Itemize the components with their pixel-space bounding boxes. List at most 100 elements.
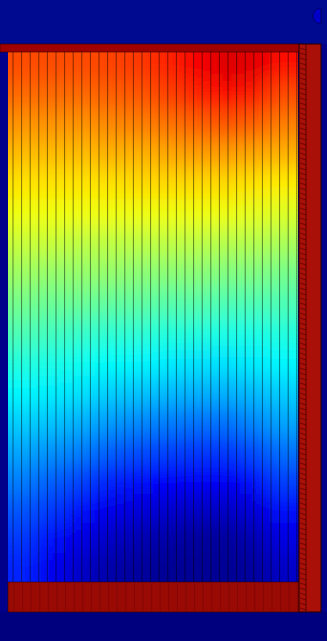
fibre-line: [193, 52, 194, 582]
hatch-line: [300, 443, 306, 445]
hatch-line: [300, 608, 306, 610]
hatch-line: [300, 373, 306, 375]
cell: [240, 111, 270, 141]
hatch-line: [300, 288, 306, 290]
plate-line: [82, 583, 83, 611]
cell: [37, 81, 67, 111]
cell: [66, 346, 96, 376]
hatch-line: [300, 263, 306, 265]
cell: [8, 170, 38, 200]
cell: [8, 464, 38, 494]
fibre-line: [73, 52, 74, 582]
hatch-line: [300, 598, 306, 600]
cell: [37, 52, 67, 82]
cell: [37, 140, 67, 170]
cell: [240, 346, 270, 376]
fibre-line: [56, 52, 57, 582]
cell: [269, 523, 298, 553]
page: {"chart_data": {"type": "heatmap", "colo…: [0, 0, 327, 641]
hatch-line: [300, 403, 306, 405]
cell: [182, 170, 212, 200]
hatch-line: [300, 503, 306, 505]
cell: [8, 494, 38, 524]
cell: [182, 52, 212, 82]
fibre-line: [150, 52, 151, 582]
hatch-line: [300, 138, 306, 140]
hatch-line: [300, 73, 306, 75]
wall-line: [306, 44, 307, 612]
cell: [8, 81, 38, 111]
cell: [240, 317, 270, 347]
hatch-line: [300, 208, 306, 210]
cell: [37, 199, 67, 229]
plate-line: [220, 583, 221, 611]
plate-line: [91, 583, 92, 611]
cell: [182, 229, 212, 259]
cell: [66, 435, 96, 465]
cell: [182, 523, 212, 553]
cell: [182, 140, 212, 170]
hatch-line: [300, 508, 306, 510]
hatch-line: [300, 228, 306, 230]
fibre-line: [271, 52, 272, 582]
hatch-line: [300, 273, 306, 275]
fibre-line: [90, 52, 91, 582]
cell: [124, 523, 154, 553]
fibre-line: [176, 52, 177, 582]
cell: [269, 52, 298, 82]
cell: [182, 199, 212, 229]
hatch-line: [300, 568, 306, 570]
hatch-line: [300, 318, 306, 320]
hatch-line: [300, 223, 306, 225]
cell: [124, 52, 154, 82]
cell: [240, 52, 270, 82]
cell: [8, 317, 38, 347]
hatch-line: [300, 438, 306, 440]
cell: [269, 258, 298, 288]
hatch-line: [300, 153, 306, 155]
hatch-line: [300, 308, 306, 310]
plate-line: [39, 583, 40, 611]
fibre-line: [245, 52, 246, 582]
cell: [269, 317, 298, 347]
cell: [240, 81, 270, 111]
hatch-line: [300, 158, 306, 160]
plate-line: [143, 583, 144, 611]
hatch-line: [300, 98, 306, 100]
cell: [37, 405, 67, 435]
cell: [124, 140, 154, 170]
hatch-line: [300, 323, 306, 325]
hatch-line: [300, 118, 306, 120]
hatch-line: [300, 473, 306, 475]
hatch-line: [300, 243, 306, 245]
fibre-lines: [13, 52, 297, 582]
cell: [269, 229, 298, 259]
plate-line: [186, 583, 187, 611]
cell: [37, 435, 67, 465]
cell: [66, 258, 96, 288]
cell: [182, 553, 212, 582]
cell: [240, 435, 270, 465]
hatch-line: [300, 58, 306, 60]
cell: [124, 170, 154, 200]
cell: [269, 464, 298, 494]
hatch-line: [300, 578, 306, 580]
cell: [240, 523, 270, 553]
hatch-line: [300, 128, 306, 130]
fibre-line: [38, 52, 39, 582]
plate-line: [229, 583, 230, 611]
cell: [37, 317, 67, 347]
hatch-line: [300, 533, 306, 535]
hatch-line: [300, 313, 306, 315]
hatch-line: [300, 218, 306, 220]
hatch-line: [300, 383, 306, 385]
cell: [8, 199, 38, 229]
plate-line: [65, 583, 66, 611]
cell: [37, 553, 67, 582]
cell: [124, 229, 154, 259]
hatch-line: [300, 173, 306, 175]
cell: [182, 376, 212, 406]
cell: [124, 405, 154, 435]
hatch-line: [300, 398, 306, 400]
cell: [66, 199, 96, 229]
